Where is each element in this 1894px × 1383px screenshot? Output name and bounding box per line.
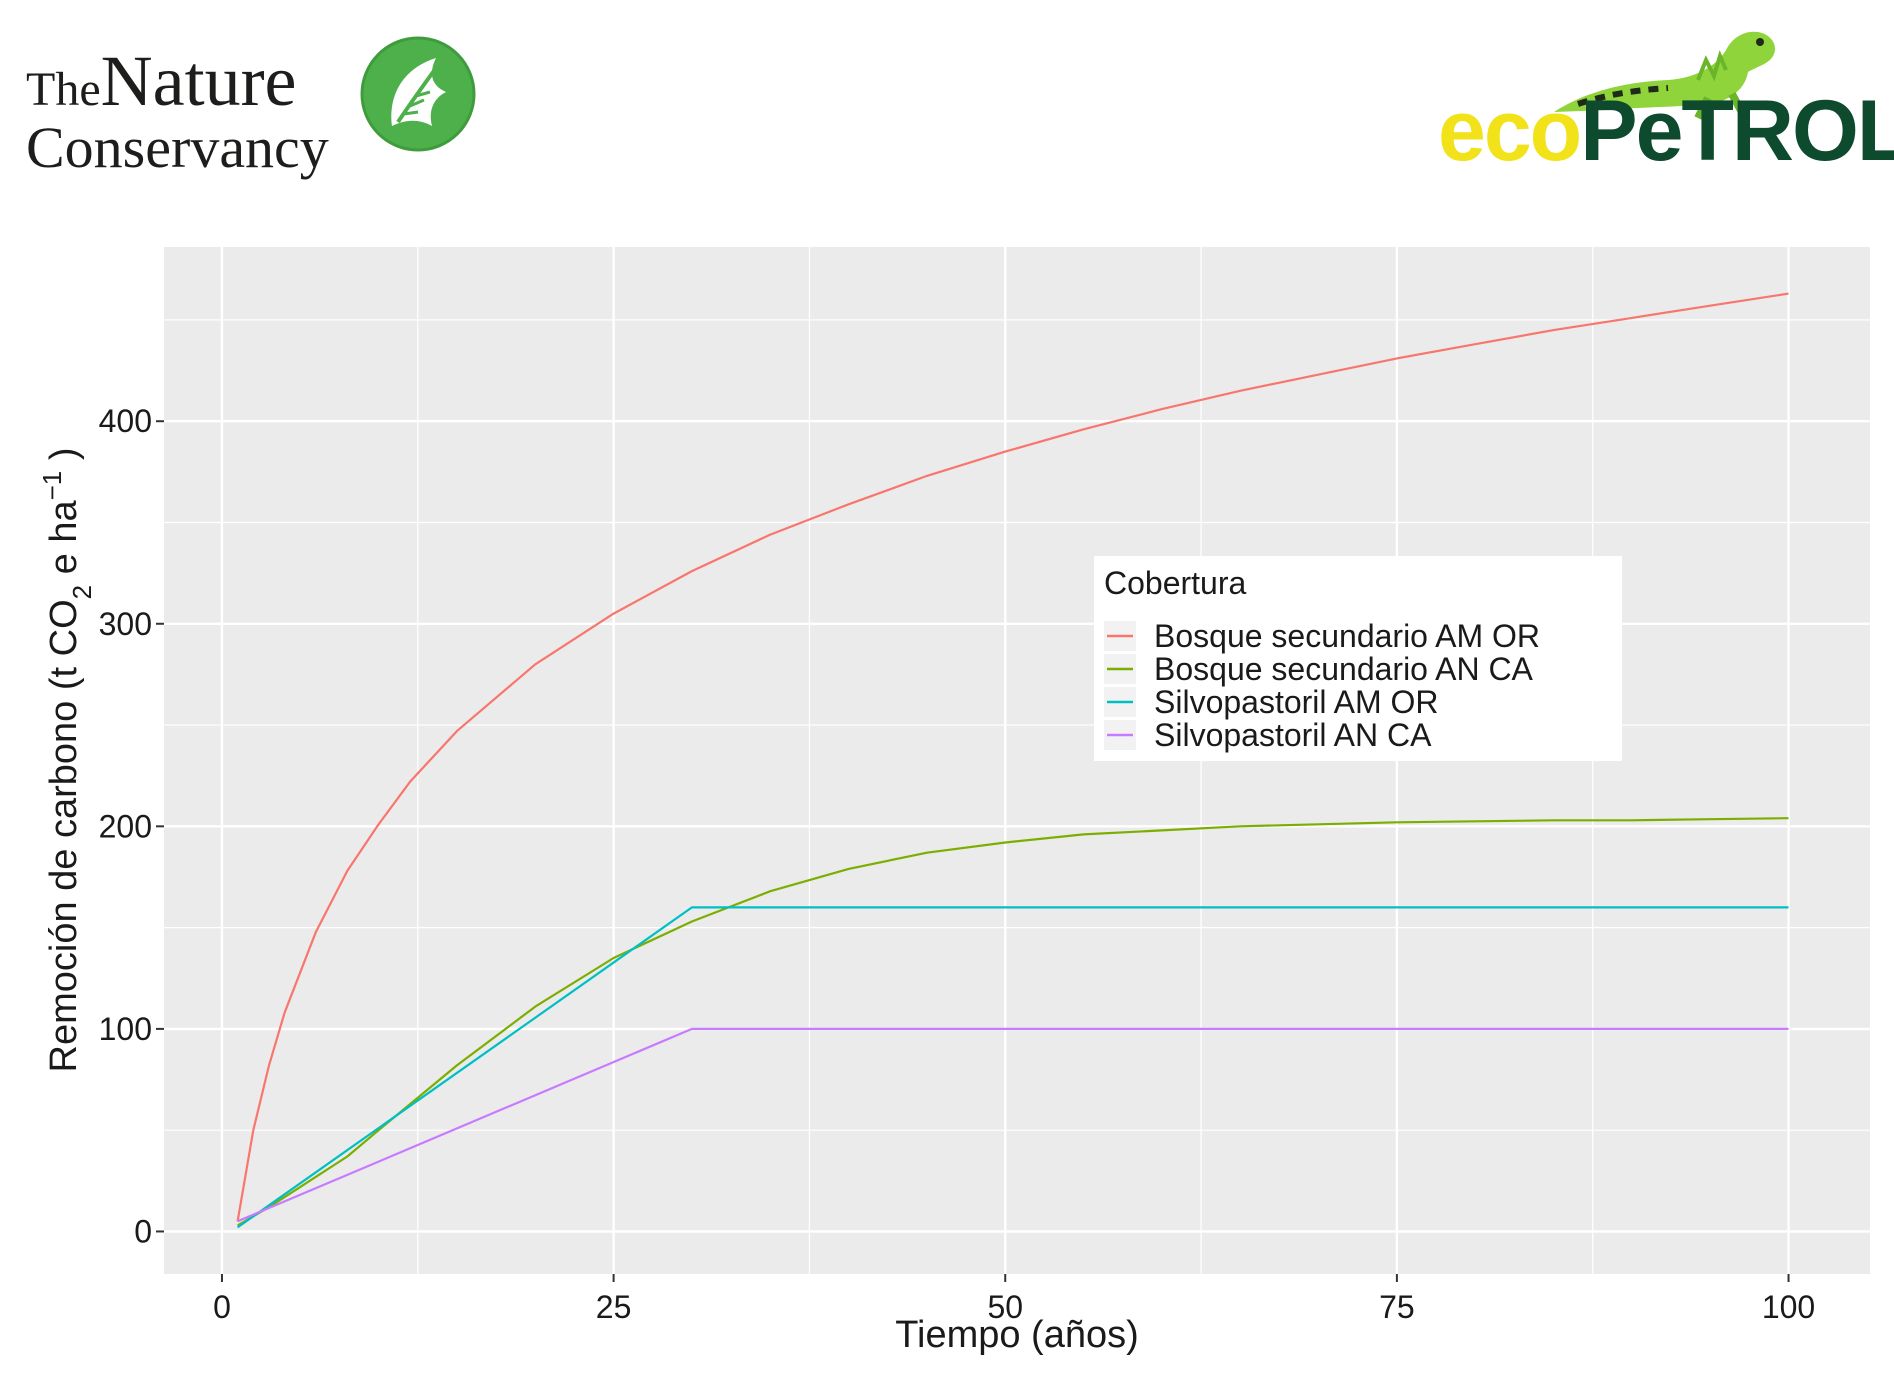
x-axis-ticks: 0 25 50 75 100	[213, 1274, 1815, 1325]
ecopetrol-petrol: PeTROL	[1580, 83, 1894, 179]
x-tick-label: 75	[1379, 1289, 1415, 1325]
series-line-4	[237, 1027, 1789, 1223]
tnc-line1: TheNature	[26, 40, 297, 123]
x-axis-title: Tiempo (años)	[895, 1314, 1139, 1356]
ecopetrol-wordmark: ecoPeTROL	[1438, 82, 1894, 181]
y-tick-label: 200	[99, 808, 152, 844]
the-nature-conservancy-logo: TheNature Conservancy	[20, 28, 490, 180]
legend-entry-label: Bosque secundario AM OR	[1154, 618, 1540, 654]
series-line-1	[236, 292, 1789, 1222]
legend-title: Cobertura	[1104, 565, 1247, 601]
x-tick-label: 50	[987, 1289, 1023, 1325]
y-axis-title: Remoción de carbono (t CO2 e ha−1 )	[37, 448, 97, 1073]
legend-entry-label: Silvopastoril AM OR	[1154, 684, 1439, 720]
series-line-2	[237, 817, 1789, 1227]
y-axis-title-end: )	[43, 448, 85, 471]
y-tick-label: 0	[134, 1213, 152, 1249]
tnc-conservancy: Conservancy	[26, 115, 329, 180]
tnc-nature: Nature	[100, 41, 297, 121]
y-axis-title-sub: 2	[67, 585, 97, 599]
minor-gridlines	[164, 247, 1870, 1274]
y-axis-title-mid: e ha	[43, 500, 85, 585]
y-tick-label: 300	[99, 606, 152, 642]
y-axis-title-sup: −1	[37, 471, 67, 501]
legend-entry-label: Bosque secundario AN CA	[1154, 651, 1534, 687]
y-tick-label: 100	[99, 1011, 152, 1047]
ecopetrol-eco: eco	[1438, 83, 1582, 179]
y-axis-title-main: Remoción de carbono (t CO	[43, 599, 85, 1072]
y-tick-label: 400	[99, 403, 152, 439]
legend-entry-label: Silvopastoril AN CA	[1154, 717, 1432, 753]
legend-box	[1094, 556, 1622, 761]
series-lines	[236, 292, 1789, 1229]
legend: Cobertura Bosque secundario AM ORBosque …	[1094, 556, 1622, 761]
ecopetrol-logo: ecoPeTROL	[1430, 20, 1894, 179]
x-tick-label: 100	[1762, 1289, 1815, 1325]
tnc-the: The	[26, 63, 101, 116]
series-line-3	[236, 906, 1789, 1229]
x-tick-label: 25	[596, 1289, 632, 1325]
leaf-emblem-icon	[360, 36, 476, 152]
x-tick-label: 0	[213, 1289, 231, 1325]
iguana-icon	[1554, 31, 1776, 120]
y-axis-ticks: 0 100 200 300 400	[99, 403, 164, 1249]
